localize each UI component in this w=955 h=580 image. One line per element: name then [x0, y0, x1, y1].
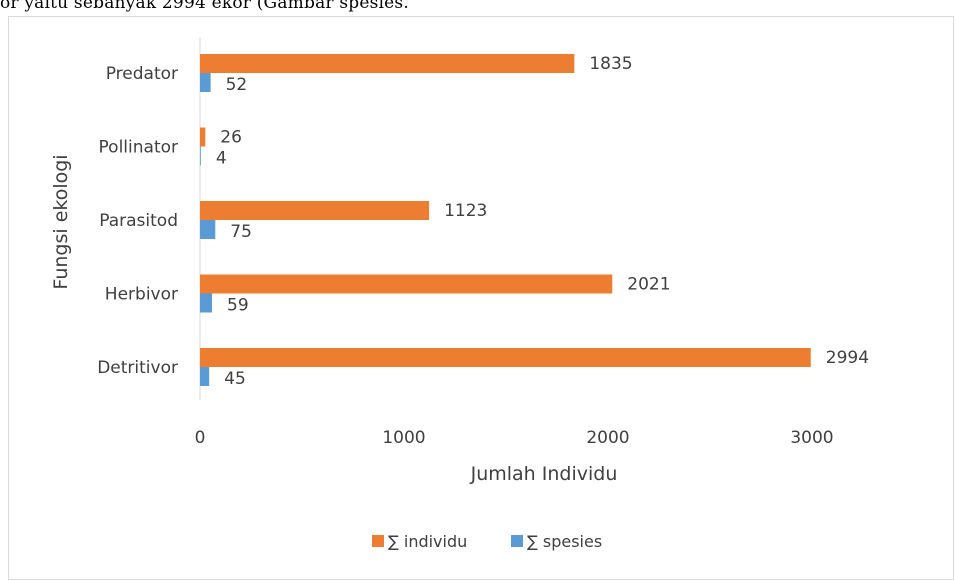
bar-individu: [200, 274, 613, 294]
data-label-individu: 1835: [589, 54, 632, 74]
data-label-individu: 2021: [627, 275, 670, 295]
bar-spesies: [200, 293, 213, 313]
caption-text-fragment: or yaitu sebanyak 2994 ekor (Gambar spes…: [0, 0, 409, 13]
data-label-spesies: 75: [230, 222, 252, 242]
category-label: Parasitod: [99, 211, 178, 231]
bar-spesies: [200, 73, 211, 92]
data-label-spesies: 45: [224, 369, 246, 389]
bar-individu: [200, 201, 430, 220]
bar-spesies: [200, 220, 216, 239]
labels-layer: Predator 1835 52 Pollinator 264 Parasitod 1123…: [97, 54, 869, 389]
x-axis-title: Jumlah Individu: [470, 463, 618, 485]
data-label-spesies: 59: [227, 296, 249, 316]
chart-frame: [8, 16, 954, 580]
data-label-spesies: 4: [216, 149, 227, 169]
data-label-individu: 2994: [826, 348, 869, 368]
axis-layer: 0 1000 2000 3000 Jumlah Individu Fungsi ekolo…: [50, 37, 834, 485]
x-tick-label: 0: [195, 428, 206, 448]
x-tick-label: 3000: [790, 428, 833, 448]
legend-swatch-spesies: [511, 535, 523, 547]
bar-individu: [200, 348, 811, 367]
bar-spesies: [200, 367, 210, 386]
legend-label-spesies: ∑ spesies: [527, 532, 602, 551]
bar-spesies: [200, 146, 201, 166]
bars-layer: [200, 54, 811, 386]
x-tick-label: 2000: [586, 428, 629, 448]
legend-label-individu: ∑ individu: [388, 532, 467, 551]
bar-individu: [200, 127, 206, 147]
legend: ∑ individu ∑ spesies: [372, 532, 602, 551]
data-label-individu: 26: [220, 128, 242, 148]
category-label: Predator: [106, 64, 178, 84]
x-tick-label: 1000: [382, 428, 425, 448]
data-label-spesies: 52: [226, 75, 248, 95]
data-label-individu: 1123: [444, 201, 487, 221]
legend-swatch-individu: [372, 535, 384, 547]
bar-individu: [200, 54, 575, 73]
category-label: Herbivor: [105, 285, 178, 305]
y-axis-title: Fungsi ekologi: [50, 154, 72, 289]
category-label: Pollinator: [99, 138, 178, 158]
category-label: Detritivor: [97, 358, 178, 378]
